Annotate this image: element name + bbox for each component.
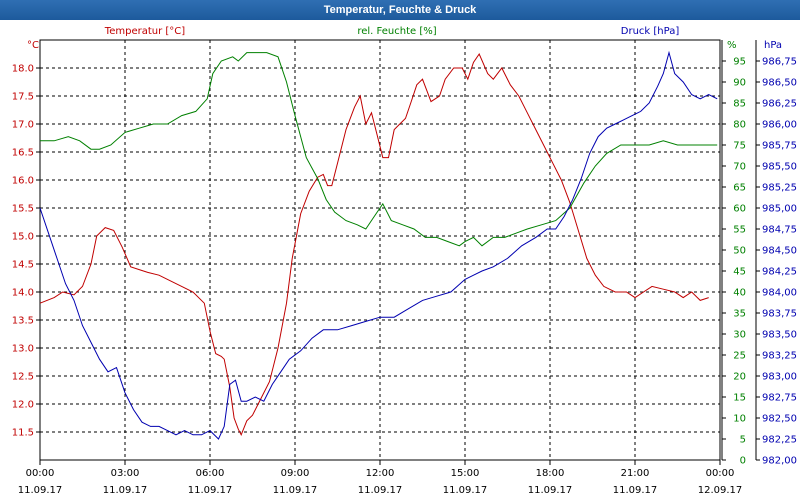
temp-tick-label: 12.0: [12, 400, 34, 411]
pressure-tick-label: 985,75: [762, 141, 797, 152]
pressure-tick-label: 984,50: [762, 246, 797, 257]
time-tick-label: 00:00: [706, 468, 735, 479]
pressure-axis: 982,00 982,25 982,50 982,75 983,00 983,25 983,…: [755, 40, 797, 467]
humidity-tick-label: 15: [733, 393, 746, 404]
pressure-tick-label: 983,75: [762, 309, 797, 320]
date-tick-label: 11.09.17: [528, 485, 573, 496]
date-tick-label: 11.09.17: [613, 485, 658, 496]
humidity-tick-label: 25: [733, 351, 746, 362]
humidity-tick-label: 20: [733, 372, 746, 383]
humidity-tick-label: 50: [733, 246, 746, 257]
temp-tick-label: 18.0: [12, 64, 34, 75]
humidity-tick-label: 30: [733, 330, 746, 341]
humidity-tick-label: 60: [733, 204, 746, 215]
time-tick-label: 00:00: [26, 468, 55, 479]
humidity-tick-label: 45: [733, 267, 746, 278]
pressure-tick-label: 984,00: [762, 288, 797, 299]
temp-tick-label: 13.5: [12, 316, 34, 327]
humidity-tick-label: 10: [733, 414, 746, 425]
pressure-tick-label: 984,25: [762, 267, 797, 278]
legend-entry: Druck [hPa]: [621, 26, 680, 37]
pressure-tick-label: 985,50: [762, 162, 797, 173]
grid: [40, 40, 720, 460]
humidity-tick-label: 75: [733, 141, 746, 152]
pressure-tick-label: 985,00: [762, 204, 797, 215]
pressure-series-line: [39, 50, 718, 440]
pressure-tick-label: 983,50: [762, 330, 797, 341]
humidity-tick-label: 65: [733, 183, 746, 194]
time-tick-label: 03:00: [111, 468, 140, 479]
pressure-tick-label: 986,75: [762, 57, 797, 68]
temp-tick-label: 14.5: [12, 260, 34, 271]
axis-labels: °C% hPa Temperatur [°C] rel. Feuchte [%] Dru…: [27, 26, 782, 51]
time-tick-label: 09:00: [281, 468, 310, 479]
temp-tick-label: 11.5: [12, 428, 34, 439]
date-tick-label: 11.09.17: [103, 485, 148, 496]
temperature-series-line: [39, 52, 709, 437]
humidity-tick-label: 35: [733, 309, 746, 320]
date-tick-label: 12.09.17: [698, 485, 743, 496]
humidity-tick-label: 80: [733, 120, 746, 131]
time-tick-label: 12:00: [366, 468, 395, 479]
humidity-tick-label: 95: [733, 57, 746, 68]
pressure-tick-label: 986,00: [762, 120, 797, 131]
temp-tick-label: 16.0: [12, 176, 34, 187]
humidity-tick-label: 5: [740, 435, 746, 446]
temp-tick-label: 13.0: [12, 344, 34, 355]
legend-entry: rel. Feuchte [%]: [357, 26, 436, 37]
humidity-unit-label: %: [727, 40, 737, 51]
humidity-tick-label: 40: [733, 288, 746, 299]
pressure-tick-label: 982,75: [762, 393, 797, 404]
date-tick-label: 11.09.17: [188, 485, 233, 496]
legend-entry: Temperatur [°C]: [104, 26, 185, 37]
pressure-tick-label: 982,00: [762, 456, 797, 467]
humidity-tick-label: 90: [733, 78, 746, 89]
humidity-axis: 0 5 10 15 20 25 30 35 40 45 50 55 60 65 70 75 80 85 90 95: [721, 40, 746, 467]
humidity-tick-label: 70: [733, 162, 746, 173]
temp-tick-label: 16.5: [12, 148, 34, 159]
pressure-tick-label: 986,50: [762, 78, 797, 89]
date-tick-label: 11.09.17: [273, 485, 318, 496]
humidity-tick-label: 55: [733, 225, 746, 236]
humidity-tick-label: 0: [740, 456, 746, 467]
time-tick-label: 18:00: [536, 468, 565, 479]
temp-tick-label: 15.5: [12, 204, 34, 215]
temp-tick-label: 12.5: [12, 372, 34, 383]
pressure-unit-label: hPa: [764, 40, 782, 51]
time-tick-label: 21:00: [621, 468, 650, 479]
series-group: [39, 50, 718, 440]
pressure-tick-label: 985,25: [762, 183, 797, 194]
pressure-tick-label: 986,25: [762, 99, 797, 110]
temp-tick-label: 14.0: [12, 288, 34, 299]
time-tick-label: 06:00: [196, 468, 225, 479]
temp-tick-label: 17.5: [12, 92, 34, 103]
date-tick-label: 11.09.17: [18, 485, 63, 496]
temp-tick-label: 17.0: [12, 120, 34, 131]
temp-tick-label: 15.0: [12, 232, 34, 243]
humidity-series-line: [40, 52, 718, 247]
humidity-tick-label: 85: [733, 99, 746, 110]
chart-title: Temperatur, Feuchte & Druck: [0, 0, 800, 20]
pressure-tick-label: 982,25: [762, 435, 797, 446]
time-axis: 00:00 11.09.17 03:00 11.09.17 06:00 11.09.17 0…: [18, 460, 743, 496]
date-tick-label: 11.09.17: [358, 485, 403, 496]
time-tick-label: 15:00: [451, 468, 480, 479]
temp-unit-label: °C: [27, 40, 39, 51]
date-tick-label: 11.09.17: [443, 485, 488, 496]
pressure-tick-label: 982,50: [762, 414, 797, 425]
pressure-tick-label: 983,00: [762, 372, 797, 383]
temperature-axis: 11.5 12.0 12.5 13.0 13.5 14.0 14.5 15.0 15.5 16.0…: [12, 64, 40, 439]
pressure-tick-label: 983,25: [762, 351, 797, 362]
pressure-tick-label: 984,75: [762, 225, 797, 236]
